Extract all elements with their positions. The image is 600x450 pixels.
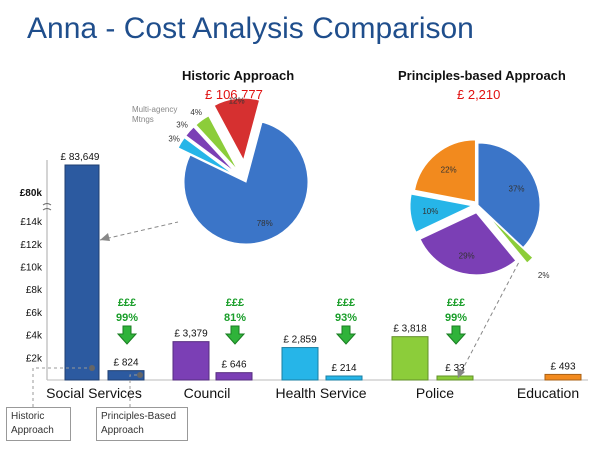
category-label: Police (416, 385, 454, 401)
y-tick-label: £4k (26, 331, 43, 342)
y-tick-label: £14k (20, 217, 43, 228)
pie-label: 3% (168, 134, 180, 143)
pie-label: 78% (257, 219, 273, 228)
bar-principles (544, 373, 582, 381)
page-title: Anna - Cost Analysis Comparison (27, 12, 474, 45)
y-tick-label: £80k (20, 188, 43, 199)
bar-series: £ 83,649 £ 3,379 £ 2,859 £ 3,818 £ 824 £ 646 £… (46, 152, 582, 401)
legend-leader-historic (32, 367, 92, 407)
pie-slice (195, 115, 239, 171)
pie-slice (413, 139, 476, 203)
y-tick-label: £6k (26, 308, 43, 319)
bar-historic (391, 336, 429, 381)
pie-label: 12% (229, 97, 245, 106)
bar-label-principles: £ 824 (113, 358, 138, 369)
bar-label-historic: £ 83,649 (61, 152, 100, 163)
bar-historic (172, 341, 210, 381)
savings-percent: 99% (116, 312, 138, 324)
connector-line (457, 261, 520, 379)
bar-label-principles: £ 214 (331, 363, 356, 374)
savings-arrow-icon (335, 325, 357, 345)
pie-label: 37% (509, 184, 525, 193)
bar-label-historic: £ 3,818 (393, 324, 427, 335)
savings-symbol: £££ (118, 297, 136, 309)
bar-label-principles: £ 33 (445, 363, 465, 374)
bar-principles (215, 372, 253, 381)
bar-principles (436, 375, 474, 381)
principles-pie-title: Principles-based Approach (398, 68, 566, 83)
savings-symbol: £££ (226, 297, 244, 309)
bar-principles (325, 375, 363, 381)
savings-percent: 99% (445, 312, 467, 324)
connector-arrowhead (100, 233, 110, 241)
pie-slice (409, 193, 474, 233)
historic-pie-title: Historic Approach (182, 68, 295, 83)
connector-arrowhead (457, 368, 465, 378)
pie-callout-label: Mtngs (132, 115, 154, 124)
axis-break (42, 203, 52, 211)
savings-percent: 93% (335, 312, 357, 324)
category-label: Education (517, 385, 579, 401)
category-label: Social Services (46, 385, 142, 401)
pie-label: 4% (190, 108, 202, 117)
y-tick-label: £8k (26, 285, 43, 296)
pie-slice (177, 137, 235, 176)
savings-symbol: £££ (337, 297, 355, 309)
legend-marker-historic (89, 365, 95, 371)
legend-marker-principles (137, 372, 143, 378)
y-tick-label: £10k (20, 263, 43, 274)
pie-label: 3% (176, 120, 188, 129)
y-tick-label: £2k (26, 353, 43, 364)
bar-label-historic: £ 2,859 (283, 335, 317, 346)
pie-slice (213, 97, 261, 162)
category-label: Health Service (275, 385, 366, 401)
bar-principles (107, 370, 145, 381)
connector-line (99, 221, 179, 241)
legend-historic: Historic Approach (6, 407, 71, 441)
category-label: Council (184, 385, 231, 401)
savings-percent: 81% (224, 312, 246, 324)
pie-slice (185, 126, 236, 174)
legend-leader-principles (129, 374, 140, 407)
legend-principles: Principles-Based Approach (96, 407, 188, 441)
pie-label: 10% (422, 207, 438, 216)
savings-arrow-icon (224, 325, 246, 345)
savings-arrow-icon (445, 325, 467, 345)
pie-callout-label: Multi-agency (132, 105, 177, 114)
pie-slice (183, 121, 309, 245)
savings-arrow-icon (116, 325, 138, 345)
pie-label: 2% (538, 271, 550, 280)
principles-total: £ 2,210 (457, 87, 501, 102)
annotations (32, 221, 520, 407)
pie-slice (477, 142, 541, 249)
pie-charts: 78%3%3%4%12%Multi-agencyMtngs37%2%29%10%… (132, 97, 549, 280)
y-tick-label: £12k (20, 240, 43, 251)
pie-slice (487, 214, 534, 264)
bar-label-historic: £ 3,379 (174, 329, 208, 340)
bar-label-principles: £ 646 (221, 360, 246, 371)
savings-symbol: £££ (447, 297, 465, 309)
pie-label: 22% (441, 166, 457, 175)
pie-slice (419, 212, 517, 276)
bar-label-principles: £ 493 (550, 361, 575, 372)
pie-label: 29% (459, 252, 475, 261)
bar-historic (281, 347, 319, 381)
bar-historic (64, 164, 100, 381)
